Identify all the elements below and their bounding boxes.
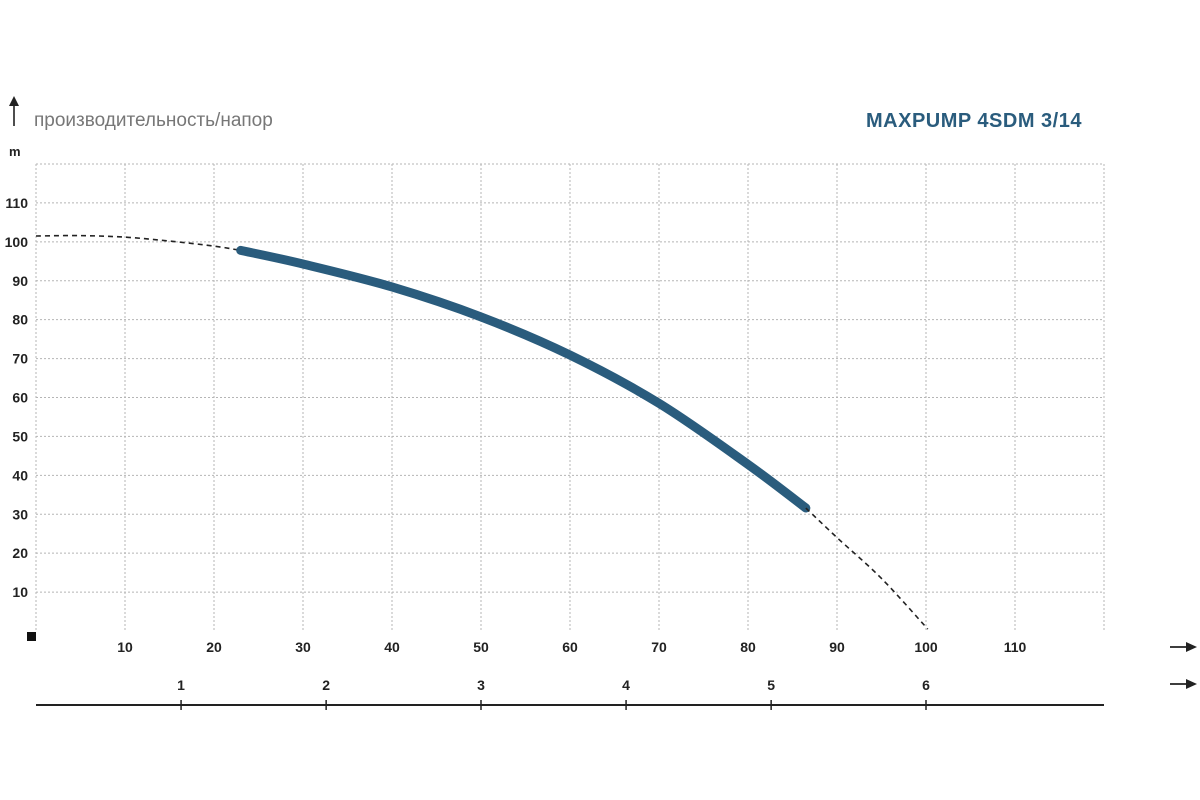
extrapolated-curve xyxy=(805,507,929,630)
x-tick-label: 110 xyxy=(1004,639,1027,655)
secondary-x-tick-label: 3 xyxy=(477,677,485,693)
y-tick-label: 30 xyxy=(12,506,28,522)
y-axis-label: производительность/напор xyxy=(34,110,273,131)
y-tick-label: 100 xyxy=(5,234,29,250)
y-tick-label: 50 xyxy=(12,428,28,444)
y-tick-label: 60 xyxy=(12,390,28,406)
x-tick-label: 80 xyxy=(740,639,756,655)
x-tick-label: 70 xyxy=(651,639,667,655)
curves-layer xyxy=(35,234,929,630)
secondary-x-tick-label: 6 xyxy=(922,677,930,693)
axes-layer xyxy=(9,96,1197,710)
y-tick-label: 20 xyxy=(12,545,28,561)
origin-marker xyxy=(27,632,36,641)
secondary-x-tick-label: 4 xyxy=(622,677,630,693)
secondary-x-tick-label: 5 xyxy=(767,677,775,693)
tick-labels-layer: 10 20 30 40 50 60 70 80 90 100 110 10 20 30 40 50 60 70 80… xyxy=(5,195,1027,693)
x-axis-arrowhead xyxy=(1186,679,1197,689)
extrapolated-curve xyxy=(35,234,241,252)
grid-layer xyxy=(35,163,1105,631)
x-tick-label: 60 xyxy=(562,639,578,655)
x-tick-label: 100 xyxy=(914,639,938,655)
x-tick-label: 90 xyxy=(829,639,845,655)
y-axis-unit: m xyxy=(9,144,21,159)
x-tick-label: 20 xyxy=(206,639,222,655)
x-tick-label: 30 xyxy=(295,639,311,655)
y-axis-arrowhead xyxy=(9,96,19,106)
x-axis-arrowhead xyxy=(1186,642,1197,652)
operating-range-curve xyxy=(236,245,811,513)
x-tick-label: 40 xyxy=(384,639,400,655)
y-tick-label: 70 xyxy=(12,351,28,367)
secondary-x-tick-label: 1 xyxy=(177,677,185,693)
secondary-x-tick-label: 2 xyxy=(322,677,330,693)
x-tick-label: 10 xyxy=(117,639,133,655)
y-tick-label: 80 xyxy=(12,312,28,328)
chart-title: MAXPUMP 4SDM 3/14 xyxy=(866,110,1082,132)
y-tick-label: 10 xyxy=(12,584,28,600)
x-tick-label: 50 xyxy=(473,639,489,655)
y-tick-label: 90 xyxy=(12,273,28,289)
y-tick-label: 110 xyxy=(5,195,28,211)
y-tick-label: 40 xyxy=(12,467,28,483)
